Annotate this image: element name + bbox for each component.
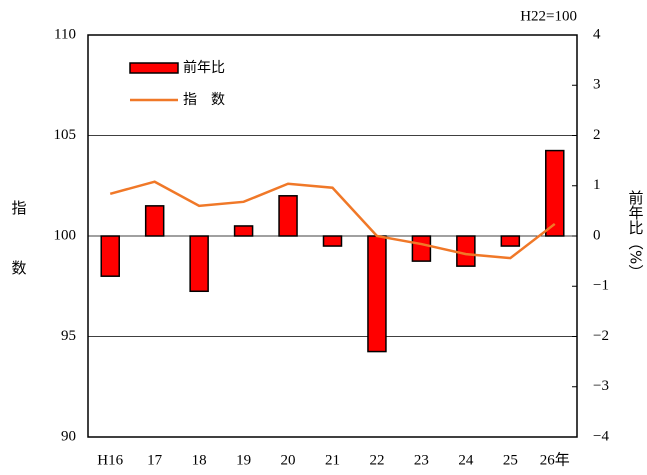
line bbox=[109, 180, 556, 260]
y2-tick-label: −1 bbox=[593, 278, 609, 294]
x-tick-label: 18 bbox=[192, 452, 207, 468]
bar bbox=[233, 225, 254, 237]
x-tick-label: 25 bbox=[503, 452, 518, 468]
y-tick-label: 95 bbox=[61, 328, 76, 344]
bar bbox=[322, 235, 343, 247]
y-tick-label: 110 bbox=[54, 26, 76, 42]
bar bbox=[500, 235, 521, 247]
x-tick-label: 17 bbox=[147, 452, 163, 468]
x-tick-label: H16 bbox=[97, 452, 123, 468]
bar bbox=[545, 149, 565, 237]
legend-swatch bbox=[129, 62, 179, 74]
legend-label: 前年比 bbox=[183, 59, 225, 76]
y-tick-label: 90 bbox=[61, 428, 76, 444]
y2-tick-label: −4 bbox=[593, 428, 609, 444]
x-tick-label: 21 bbox=[325, 452, 340, 468]
x-tick-label: 22 bbox=[369, 452, 384, 468]
y-tick-label: 100 bbox=[54, 227, 77, 243]
y2-tick-label: 4 bbox=[593, 26, 601, 42]
bar bbox=[278, 195, 298, 237]
y2-tick-label: 3 bbox=[593, 77, 601, 93]
bar bbox=[367, 235, 387, 353]
y2-axis-label: 前年比（%） bbox=[627, 190, 645, 279]
bar bbox=[100, 235, 120, 277]
x-tick-label: 19 bbox=[236, 452, 251, 468]
y2-tick-label: −3 bbox=[593, 378, 609, 394]
x-tick-label: 20 bbox=[281, 452, 296, 468]
y2-tick-label: 0 bbox=[593, 227, 601, 243]
x-tick-label: 26年 bbox=[540, 451, 570, 468]
y2-tick-label: 2 bbox=[593, 127, 601, 143]
y-tick-label: 105 bbox=[54, 127, 77, 143]
bar bbox=[189, 235, 209, 293]
y2-tick-label: 1 bbox=[593, 177, 601, 193]
bar bbox=[144, 205, 165, 237]
y-axis-label: 指数 bbox=[10, 200, 28, 320]
x-tick-label: 23 bbox=[414, 452, 429, 468]
note: H22=100 bbox=[520, 8, 577, 24]
y2-tick-label: −2 bbox=[593, 328, 609, 344]
x-tick-label: 24 bbox=[458, 452, 474, 468]
legend-label: 指 数 bbox=[183, 92, 225, 108]
bar bbox=[456, 235, 476, 267]
plot-frame bbox=[87, 34, 578, 438]
bar bbox=[411, 235, 432, 262]
